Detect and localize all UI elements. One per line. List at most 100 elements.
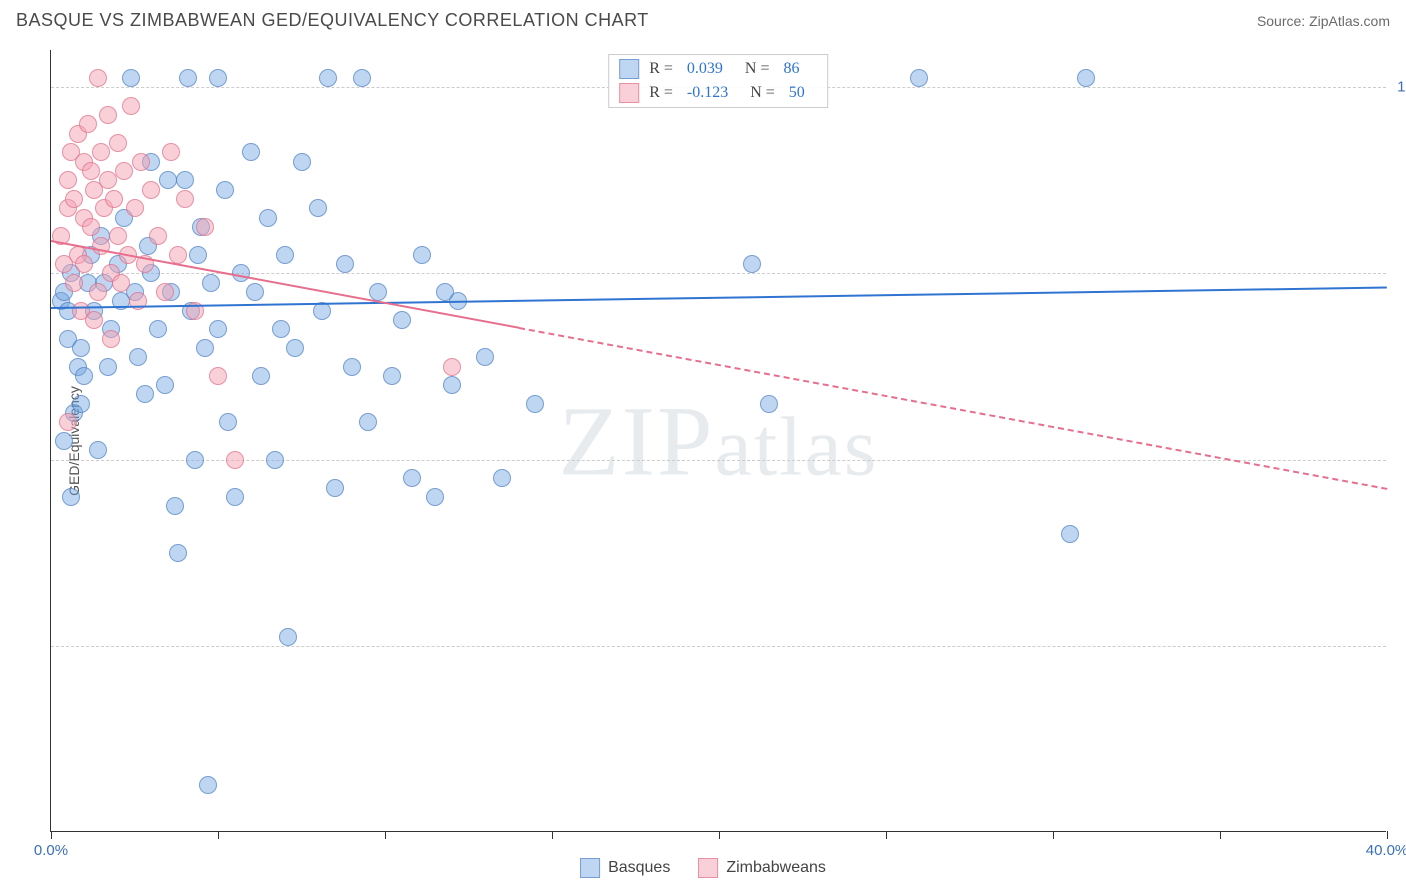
data-point [286,339,304,357]
data-point [493,469,511,487]
data-point [122,69,140,87]
data-point [149,320,167,338]
data-point [326,479,344,497]
gridline [51,273,1386,274]
plot-canvas: ZIPatlas GED/Equivalency 70.0%80.0%90.0%… [50,50,1386,832]
data-point [75,367,93,385]
data-point [186,451,204,469]
data-point [162,143,180,161]
data-point [1061,525,1079,543]
data-point [132,153,150,171]
legend-swatch [619,83,639,103]
data-point [65,190,83,208]
data-point [403,469,421,487]
data-point [115,162,133,180]
data-point [209,367,227,385]
data-point [526,395,544,413]
data-point [99,106,117,124]
data-point [99,358,117,376]
data-point [122,97,140,115]
data-point [246,283,264,301]
plot-area: ZIPatlas GED/Equivalency 70.0%80.0%90.0%… [50,50,1386,832]
data-point [55,432,73,450]
legend-item: Basques [580,858,670,878]
data-point [156,283,174,301]
data-point [142,181,160,199]
r-value: -0.123 [687,84,728,102]
data-point [179,69,197,87]
watermark: ZIPatlas [559,383,879,498]
x-tick [1387,831,1388,839]
data-point [166,497,184,515]
data-point [383,367,401,385]
r-value: 0.039 [687,60,723,78]
gridline [51,460,1386,461]
data-point [216,181,234,199]
data-point [176,171,194,189]
data-point [293,153,311,171]
data-point [413,246,431,264]
data-point [743,255,761,273]
data-point [252,367,270,385]
data-point [99,171,117,189]
y-tick-label: 100.0% [1397,79,1406,96]
data-point [156,376,174,394]
data-point [62,488,80,506]
data-point [393,311,411,329]
data-point [226,488,244,506]
data-point [369,283,387,301]
n-value: 86 [783,60,799,78]
x-tick [51,831,52,839]
data-point [426,488,444,506]
legend-swatch [580,858,600,878]
data-point [319,69,337,87]
data-point [126,199,144,217]
legend-label: Zimbabweans [726,859,826,877]
x-tick [385,831,386,839]
data-point [82,218,100,236]
data-point [79,115,97,133]
data-point [353,69,371,87]
data-point [202,274,220,292]
data-point [219,413,237,431]
data-point [196,339,214,357]
data-point [910,69,928,87]
data-point [309,199,327,217]
data-point [112,274,130,292]
data-point [82,162,100,180]
x-tick [1053,831,1054,839]
data-point [436,283,454,301]
data-point [209,69,227,87]
series-legend: Basques Zimbabweans [580,858,826,878]
source-label: Source: ZipAtlas.com [1257,13,1390,29]
data-point [266,451,284,469]
x-tick [218,831,219,839]
header: BASQUE VS ZIMBABWEAN GED/EQUIVALENCY COR… [0,0,1406,37]
x-tick [719,831,720,839]
data-point [279,628,297,646]
data-point [169,544,187,562]
data-point [209,320,227,338]
data-point [89,283,107,301]
chart-title: BASQUE VS ZIMBABWEAN GED/EQUIVALENCY COR… [16,10,649,31]
legend-label: Basques [608,859,670,877]
gridline [51,646,1386,647]
data-point [199,776,217,794]
data-point [92,143,110,161]
r-label: R = [649,60,673,78]
n-label: N = [745,60,770,78]
data-point [336,255,354,273]
legend-item: Zimbabweans [698,858,826,878]
data-point [129,348,147,366]
data-point [276,246,294,264]
data-point [102,330,120,348]
data-point [75,255,93,273]
data-point [109,134,127,152]
data-point [259,209,277,227]
r-label: R = [649,84,673,102]
data-point [359,413,377,431]
data-point [89,441,107,459]
data-point [443,376,461,394]
data-point [760,395,778,413]
legend-swatch [619,59,639,79]
